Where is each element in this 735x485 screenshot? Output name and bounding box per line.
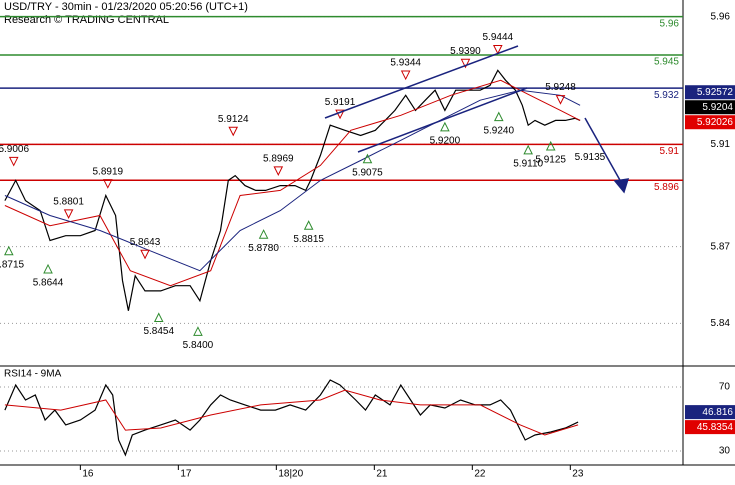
low-marker [258,229,269,239]
price-tag [685,85,735,100]
price-tag-label: 5.9204 [702,102,733,113]
level-label: 5.96 [660,18,680,29]
series-line [4,379,579,457]
annotation-label: 5.9240 [483,125,514,136]
annotation-label: 5.9075 [352,167,383,178]
price-tag-label: 45.8354 [697,422,734,433]
price-tag-label: 5.92572 [697,87,734,98]
series-line [4,79,581,287]
series-line [4,69,581,311]
annotation-label: 5.9390 [450,46,481,57]
high-marker [8,156,19,167]
low-marker [545,140,556,151]
series-line [4,89,581,272]
annotation-label: 5.9110 [513,158,543,169]
annotation-label: 5.8969 [263,154,294,165]
annotation-label: 5.9191 [325,97,356,108]
low-marker [193,326,203,336]
price-tag [685,420,735,435]
high-marker [228,126,239,137]
low-marker [43,263,53,274]
price-tag-label: 46.816 [702,407,733,418]
channel-line [357,87,528,153]
panel-title: RSI14 - 9MA [4,369,62,380]
channel-line [324,45,519,119]
low-marker [303,220,314,230]
low-marker [362,153,373,164]
high-marker [102,179,113,189]
series-line [4,389,579,436]
low-marker [153,312,164,323]
y-tick-label: 5.96 [711,11,731,22]
annotation-label: 5.9006 [0,144,29,155]
price-tag-label: 5.92026 [697,117,734,128]
y-tick-label: 5.84 [711,318,731,329]
price-tag [685,115,735,130]
price-tag [685,100,735,115]
high-marker [273,166,284,177]
x-tick-label: 23 [572,469,584,480]
low-marker [4,245,14,256]
x-tick-label: 21 [376,469,388,480]
high-marker [63,209,74,219]
high-marker [335,109,345,120]
x-tick-label: 17 [180,469,192,480]
annotation-label: 5.8715 [0,259,25,270]
trend-lines [324,45,630,194]
x-tick-label: 22 [474,469,486,480]
annotation-label: 5.8780 [248,243,279,254]
arrow-head [613,178,630,194]
annotation-label: 5.9200 [430,135,461,146]
annotation-label: 5.9444 [482,32,513,43]
y-tick-label: 30 [719,446,731,457]
y-tick-label: 70 [719,382,731,393]
y-tick-label: 5.91 [711,139,731,150]
high-marker [460,58,471,69]
y-tick-label: 5.87 [711,241,731,252]
annotation-label: 5.8454 [143,326,174,337]
annotation-label: 5.8801 [53,196,84,207]
high-marker [555,95,566,105]
annotation-label: 5.8643 [130,237,161,248]
low-marker [493,111,504,122]
level-label: 5.91 [660,146,680,157]
low-marker [440,121,450,132]
annotation-label: 5.9124 [218,114,249,125]
annotation-label: 5.9248 [545,82,576,93]
chart-subtitle: Research © TRADING CENTRAL [4,14,169,26]
x-tick-label: 16 [82,469,94,480]
annotation-label: 5.8400 [183,340,214,351]
high-marker [400,70,411,81]
high-marker [492,44,503,55]
chart-title: USD/TRY - 30min - 01/23/2020 05:20:56 (U… [4,1,248,13]
price-tag [685,405,735,420]
annotation-label: 5.9125 [535,155,566,166]
high-marker [140,249,150,260]
level-label: 5.896 [654,182,679,193]
annotation-label: 5.8919 [92,166,123,177]
annotation-label: 5.8815 [293,234,324,245]
x-tick-label: 18|20 [278,469,303,480]
annotation-label: 5.9135 [575,152,606,163]
annotation-label: 5.8644 [33,278,64,289]
low-marker [523,144,533,155]
annotation-label: 5.9344 [390,58,421,69]
level-label: 5.945 [654,57,679,68]
forecast-arrow [584,117,622,183]
level-label: 5.932 [654,90,679,101]
